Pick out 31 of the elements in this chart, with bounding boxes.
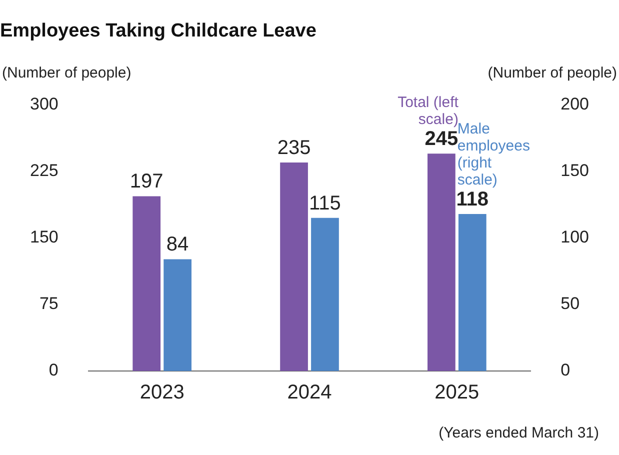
y-tick-label: 225 (30, 161, 58, 180)
bar (428, 154, 456, 371)
bar (132, 196, 161, 371)
bar (458, 214, 486, 371)
y2-tick-label: 100 (560, 228, 590, 247)
y2-tick-label: 50 (560, 294, 580, 314)
bar (164, 259, 192, 371)
x-tick-label: 2025 (434, 382, 480, 404)
data-label: 115 (309, 192, 341, 214)
y2-tick-label: 150 (560, 161, 590, 180)
y2-tick-label: 200 (560, 94, 590, 114)
bar (311, 218, 339, 371)
series-label: Total (left scale) (398, 94, 460, 128)
y-tick-label: 75 (39, 294, 58, 314)
y-tick-label: 0 (48, 360, 58, 380)
y-axis-title: (Number of people) (2, 64, 132, 82)
data-label: 118 (456, 188, 489, 210)
data-label: 197 (130, 170, 164, 193)
data-label: 84 (166, 234, 189, 256)
x-tick-label: 2023 (140, 382, 184, 404)
data-label: 245 (424, 128, 458, 150)
bar (280, 162, 308, 371)
y-tick-label: 150 (30, 228, 58, 247)
y-tick-label: 300 (30, 94, 58, 114)
text: (Years ended March 31) (438, 424, 599, 442)
y2-tick-label: 0 (560, 360, 570, 380)
series-label: Male employees (right scale) (457, 120, 530, 189)
chart-title: Employees Taking Childcare Leave (0, 20, 316, 42)
x-tick-label: 2024 (287, 382, 332, 404)
data-label: 235 (277, 136, 311, 159)
y2-axis-title: (Number of people) (488, 64, 617, 82)
